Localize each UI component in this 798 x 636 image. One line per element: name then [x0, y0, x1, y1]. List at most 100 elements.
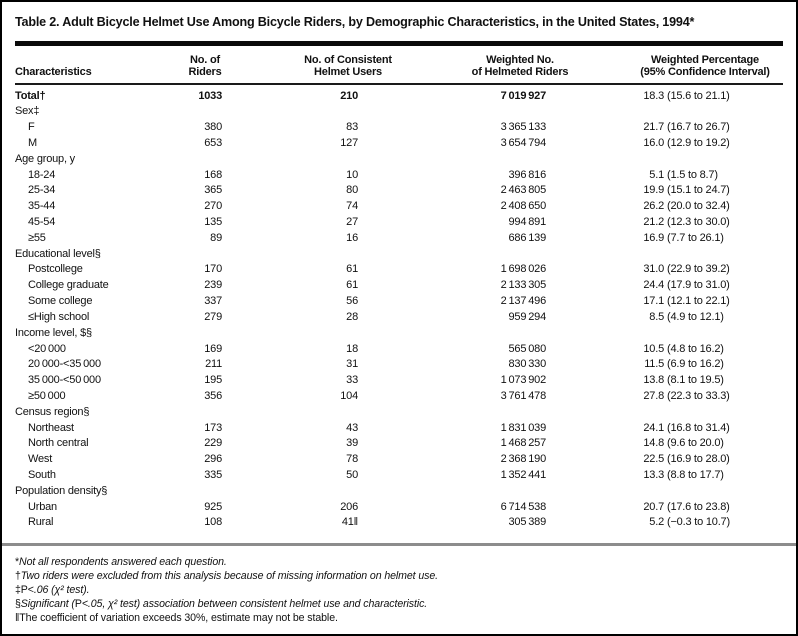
riders-cell: 653 — [204, 136, 222, 149]
characteristic-cell: Northeast — [15, 421, 171, 437]
helmet-users-cell: 33 — [346, 374, 358, 387]
characteristic-label: West — [28, 453, 53, 466]
column-header-riders: No. of Riders — [188, 54, 221, 79]
table-row: Some college 337 56 2 137 496 17.1 (12.1 … — [15, 294, 783, 310]
weighted-no-cell: 686 139 — [508, 231, 546, 244]
weighted-percentage-cell: 14.8 (9.6 to 20.0) — [546, 436, 783, 452]
column-header-characteristics: Characteristics — [15, 66, 92, 78]
characteristic-cell: North central — [15, 436, 171, 452]
confidence-interval: (22.9 to 39.2) — [667, 263, 730, 276]
helmet-users-cell: 104 — [340, 389, 358, 402]
helmet-users-cell — [222, 484, 358, 500]
weighted-no-cell: 2 408 650 — [500, 200, 547, 213]
characteristic-cell: Urban — [15, 500, 171, 516]
weighted-percentage-cell: 20.7 (17.6 to 23.8) — [546, 500, 783, 516]
column-header-helmet-users: No. of Consistent Helmet Users — [304, 54, 392, 79]
table-row: Population density§ — [15, 484, 783, 500]
riders-cell: 239 — [204, 279, 222, 292]
characteristic-label: College graduate — [28, 279, 109, 292]
helmet-users-cell: 39 — [346, 437, 358, 450]
weighted-no-cell: 1 468 257 — [500, 437, 547, 450]
column-header-helmet-users-line2: Helmet Users — [314, 66, 382, 78]
confidence-interval: (6.9 to 16.2) — [667, 358, 724, 371]
riders-cell — [171, 104, 222, 120]
table-row: South 335 50 1 352 441 13.3 (8.8 to 17.7) — [15, 468, 783, 484]
helmet-users-cell: 10 — [346, 168, 358, 181]
characteristic-cell: Sex‡ — [15, 104, 171, 120]
helmet-users-cell: 27 — [346, 216, 358, 228]
table-row: 35 000-<50 000 195 33 1 073 902 13.8 (8.1… — [15, 373, 783, 389]
characteristic-cell: F — [15, 120, 171, 136]
weighted-percentage-cell — [546, 484, 783, 500]
column-header-weighted-no: Weighted No. of Helmeted Riders — [472, 54, 569, 79]
helmet-users-cell: 50 — [346, 469, 358, 481]
characteristic-cell: South — [15, 468, 171, 484]
percentage-value: 13.3 — [643, 469, 664, 481]
percentage-value — [546, 326, 664, 342]
weighted-no-cell: 7 019 927 — [500, 89, 547, 102]
confidence-interval: (8.8 to 17.7) — [667, 469, 724, 481]
weighted-percentage-cell: 27.8 (22.3 to 33.3) — [546, 389, 783, 405]
weighted-no-cell — [358, 326, 546, 342]
riders-cell: 380 — [204, 121, 222, 134]
confidence-interval: (16.8 to 31.4) — [667, 421, 730, 434]
weighted-no-cell: 1 831 039 — [500, 421, 547, 434]
table-row: Age group, y — [15, 152, 783, 168]
characteristic-cell: West — [15, 452, 171, 468]
characteristic-label: 35 000-<50 000 — [28, 374, 101, 387]
riders-cell: 296 — [204, 453, 222, 466]
weighted-no-cell — [358, 484, 546, 500]
characteristic-label: Census region§ — [15, 405, 90, 418]
helmet-users-cell: 56 — [346, 295, 358, 308]
riders-cell: 170 — [204, 263, 222, 276]
characteristic-cell: Income level, $§ — [15, 326, 171, 342]
percentage-value — [546, 484, 664, 500]
weighted-percentage-cell: 26.2 (20.0 to 32.4) — [546, 199, 783, 215]
characteristic-label: 35-44 — [28, 200, 56, 213]
table-row: ≥50 000 356 104 3 761 478 27.8 (22.3 to 3… — [15, 389, 783, 405]
percentage-value: 20.7 — [643, 500, 664, 513]
percentage-value: 19.9 — [643, 184, 664, 197]
helmet-users-cell: 61 — [346, 279, 358, 292]
weighted-percentage-cell: 24.4 (17.9 to 31.0) — [546, 278, 783, 294]
percentage-value: 5.2 — [649, 516, 664, 529]
table-row: Sex‡ — [15, 104, 783, 120]
confidence-interval: (16.9 to 28.0) — [667, 453, 730, 466]
table-row: College graduate 239 61 2 133 305 24.4 (1… — [15, 278, 783, 294]
percentage-value: 10.5 — [643, 342, 664, 355]
characteristic-label: Northeast — [28, 421, 74, 434]
riders-cell: 1033 — [198, 89, 222, 102]
weighted-percentage-cell — [546, 247, 783, 263]
weighted-no-cell: 305 389 — [508, 516, 546, 529]
table-row: West 296 78 2 368 190 22.5 (16.9 to 28.0) — [15, 452, 783, 468]
characteristic-label: South — [28, 469, 56, 481]
confidence-interval: (−0.3 to 10.7) — [667, 516, 730, 529]
weighted-no-cell: 959 294 — [508, 310, 546, 323]
confidence-interval: (17.9 to 31.0) — [667, 279, 730, 292]
table-row: Census region§ — [15, 405, 783, 421]
weighted-no-cell: 2 137 496 — [500, 295, 547, 308]
column-header-row: Characteristics No. of Riders No. of Cons… — [15, 46, 783, 83]
percentage-value: 24.1 — [643, 421, 664, 434]
characteristic-label: Urban — [28, 500, 57, 513]
column-header-riders-line1: No. of — [190, 53, 220, 66]
characteristic-label: Total† — [15, 89, 46, 102]
column-header-weighted-no-line2: of Helmeted Riders — [471, 66, 569, 78]
percentage-value: 24.4 — [643, 279, 664, 292]
weighted-no-cell: 565 080 — [508, 342, 546, 355]
riders-cell: 335 — [204, 469, 222, 481]
footnote-line: †Two riders were excluded from this anal… — [15, 569, 438, 582]
percentage-value — [546, 104, 664, 120]
percentage-value: 16.0 — [643, 136, 664, 149]
characteristic-cell: <20 000 — [15, 342, 171, 358]
characteristic-label: 25-34 — [28, 184, 56, 197]
percentage-value: 8.5 — [649, 310, 664, 323]
weighted-no-cell: 2 463 805 — [500, 184, 547, 197]
weighted-percentage-cell: 19.9 (15.1 to 24.7) — [546, 183, 783, 199]
characteristic-label: <20 000 — [28, 342, 66, 355]
characteristic-cell: Rural — [15, 515, 171, 531]
footnote-line: *Not all respondents answered each quest… — [15, 555, 227, 568]
characteristic-cell: 18-24 — [15, 168, 171, 184]
percentage-value: 27.8 — [643, 389, 664, 402]
